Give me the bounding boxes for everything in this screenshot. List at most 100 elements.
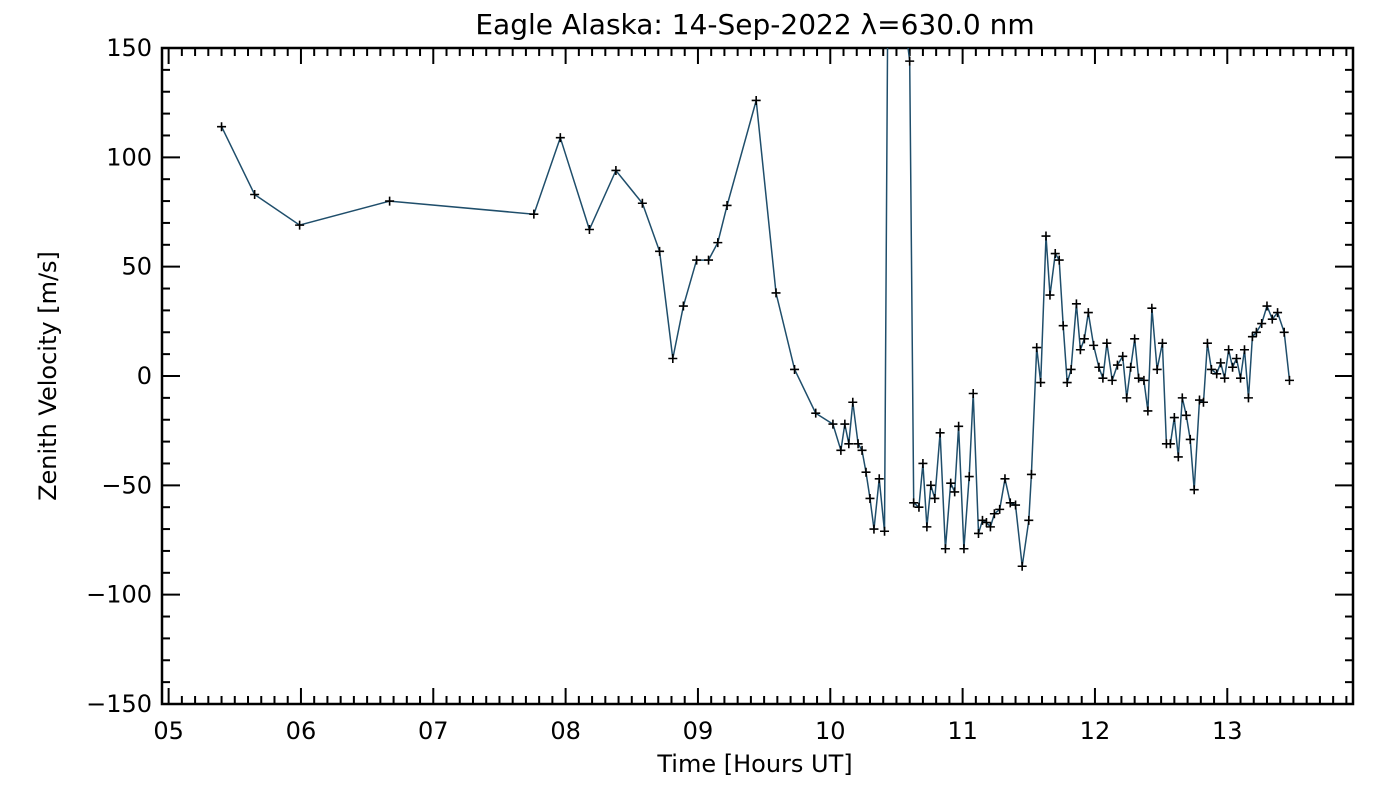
data-point-marker: [922, 522, 932, 532]
data-point-marker: [1169, 413, 1179, 423]
data-point-marker: [722, 200, 732, 210]
data-point-marker: [954, 421, 964, 431]
data-point-marker: [1054, 255, 1064, 265]
data-point-marker: [959, 544, 969, 554]
data-point-marker: [1083, 308, 1093, 318]
data-point-marker: [217, 122, 227, 132]
data-point-marker: [981, 518, 991, 528]
data-point-marker: [713, 238, 723, 248]
data-point-marker: [1134, 373, 1144, 383]
data-point-marker: [940, 544, 950, 554]
x-axis-ticks: [167, 48, 1348, 704]
data-point-marker: [865, 493, 875, 503]
y-tick-label: 50: [121, 253, 152, 281]
data-point-marker: [869, 524, 879, 534]
plot-frame: [160, 46, 1355, 706]
x-tick-label: 05: [153, 717, 184, 745]
data-point-marker: [1216, 358, 1226, 368]
y-tick-label: 0: [137, 362, 152, 390]
y-tick-label: 150: [106, 34, 152, 62]
data-point-marker: [926, 480, 936, 490]
x-tick-label: 10: [815, 717, 846, 745]
y-axis-label: Zenith Velocity [m/s]: [34, 251, 62, 501]
data-point-marker: [1102, 338, 1112, 348]
data-point-marker: [1165, 439, 1175, 449]
data-point-marker: [918, 458, 928, 468]
data-point-marker: [1267, 314, 1277, 324]
data-point-marker: [1152, 364, 1162, 374]
x-axis-label: Time [Hours UT]: [656, 750, 852, 778]
data-point-marker: [655, 246, 665, 256]
y-axis-tick-labels: −150 −100 −50 0 50 100 150: [86, 34, 152, 718]
data-point-marker: [692, 255, 702, 265]
x-tick-label: 09: [683, 717, 714, 745]
data-point-marker: [914, 502, 924, 512]
data-point-marker: [1228, 362, 1238, 372]
data-point-marker: [1212, 369, 1222, 379]
data-point-marker: [751, 95, 761, 105]
data-point-marker: [771, 288, 781, 298]
y-tick-label: −50: [101, 471, 152, 499]
x-tick-label: 12: [1080, 717, 1111, 745]
data-point-marker: [968, 388, 978, 398]
data-point-marker: [668, 354, 678, 364]
data-point-marker: [964, 472, 974, 482]
data-point-marker: [848, 397, 858, 407]
data-point-marker: [1251, 327, 1261, 337]
data-point-marker: [1045, 290, 1055, 300]
y-tick-label: 100: [106, 143, 152, 171]
data-point-marker: [529, 209, 539, 219]
data-point-marker: [1079, 334, 1089, 344]
data-point-marker: [1206, 364, 1216, 374]
data-point-marker: [905, 56, 915, 66]
data-point-marker: [250, 190, 260, 200]
data-point-marker: [1189, 485, 1199, 495]
data-point-marker: [811, 408, 821, 418]
data-point-marker: [1262, 301, 1272, 311]
data-point-marker: [989, 509, 999, 519]
data-point-marker: [385, 196, 395, 206]
data-point-marker: [584, 224, 594, 234]
data-point-marker: [704, 255, 714, 265]
data-point-marker: [930, 493, 940, 503]
data-point-marker: [874, 474, 884, 484]
data-point-marker: [995, 504, 1005, 514]
data-point-marker: [828, 419, 838, 429]
x-tick-label: 13: [1212, 717, 1243, 745]
data-point-marker: [861, 467, 871, 477]
y-axis-ticks: [162, 47, 1353, 705]
data-point-marker: [1257, 319, 1267, 329]
data-point-marker: [1066, 364, 1076, 374]
data-point-marker: [1032, 343, 1042, 353]
data-point-marker: [840, 419, 850, 429]
data-point-marker: [1139, 375, 1149, 385]
data-point-marker: [973, 528, 983, 538]
data-point-marker: [909, 498, 919, 508]
data-point-marker: [844, 439, 854, 449]
data-point-marker: [1220, 373, 1230, 383]
data-point-marker: [836, 445, 846, 455]
x-axis-tick-labels: 05 06 07 08 09 10 11 12 13: [153, 717, 1242, 745]
data-point-marker: [1071, 299, 1081, 309]
chart-title: Eagle Alaska: 14-Sep-2022 λ=630.0 nm: [475, 8, 1034, 41]
data-point-marker: [1284, 375, 1294, 385]
data-point-marker: [1279, 327, 1289, 337]
data-point-marker: [1058, 321, 1068, 331]
data-point-marker: [1024, 515, 1034, 525]
data-point-marker: [611, 165, 621, 175]
data-point-marker: [790, 364, 800, 374]
data-point-marker: [1147, 303, 1157, 313]
data-point-marker: [1036, 378, 1046, 388]
data-point-marker: [985, 522, 995, 532]
data-point-marker: [1000, 474, 1010, 484]
data-point-marker: [1050, 249, 1060, 259]
data-point-marker: [1017, 561, 1027, 571]
data-point-marker: [1177, 393, 1187, 403]
data-point-marker: [853, 439, 863, 449]
data-point-marker: [977, 515, 987, 525]
data-point-marker: [637, 198, 647, 208]
data-point-marker: [678, 301, 688, 311]
data-point-marker: [1224, 345, 1234, 355]
data-point-marker: [1202, 338, 1212, 348]
data-point-marker: [1062, 378, 1072, 388]
